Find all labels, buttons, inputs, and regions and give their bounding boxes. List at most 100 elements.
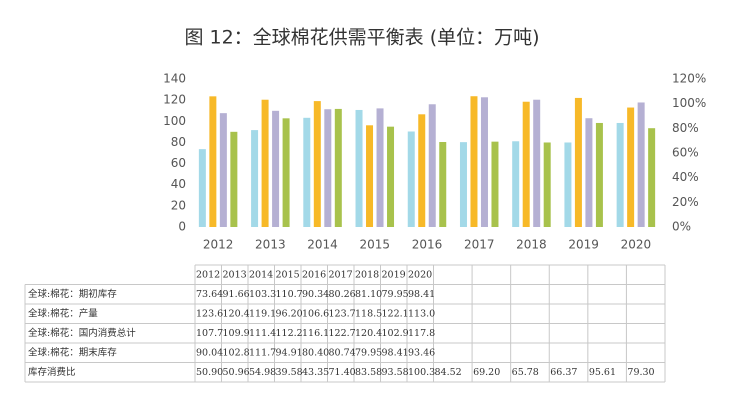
bar: [480, 97, 488, 227]
table-cell: 66.37: [550, 367, 577, 378]
bar: [209, 96, 217, 227]
table-cell: 90.04: [196, 347, 223, 358]
x-tick-label: 2012: [203, 238, 234, 252]
table-cell: 43.35: [302, 367, 329, 378]
bar: [439, 142, 447, 227]
table-cell: 109.9: [223, 328, 250, 339]
table-cell: 111.4: [249, 328, 276, 339]
x-tick-label: 2013: [255, 238, 286, 252]
y2-tick-label: 0%: [672, 220, 691, 234]
x-tick-label: 2016: [412, 238, 443, 252]
table-header: 2012: [196, 269, 220, 280]
x-tick-label: 2018: [516, 238, 547, 252]
table-cell: 80.26: [329, 289, 356, 300]
table-header: 2014: [249, 269, 273, 280]
table-cell: 79.30: [627, 367, 654, 378]
bar: [627, 107, 635, 227]
bar: [459, 142, 467, 227]
table-cell: 122.7: [329, 328, 356, 339]
table-cell: 93.46: [408, 347, 435, 358]
y-tick-label: 120: [163, 93, 186, 107]
y-tick-label: 140: [163, 72, 186, 86]
bar: [407, 131, 415, 227]
table-cell: 65.78: [512, 367, 539, 378]
x-tick-label: 2014: [307, 238, 338, 252]
bar: [376, 108, 384, 227]
bar: [522, 101, 530, 227]
table-cell: 79.95: [382, 289, 409, 300]
table-cell: 98.41: [408, 289, 435, 300]
table-cell: 120.4: [223, 308, 250, 319]
table-cell: 69.20: [473, 367, 500, 378]
table-cell: 118.5: [355, 308, 382, 319]
bar: [616, 122, 624, 227]
table-header: 2018: [355, 269, 379, 280]
table-cell: 111.7: [249, 347, 276, 358]
bar: [418, 114, 426, 227]
y-tick-label: 100: [163, 114, 186, 128]
table-cell: 73.64: [196, 289, 223, 300]
bar: [648, 128, 656, 227]
table-cell: 94.91: [276, 347, 303, 358]
table-cell: 102.9: [382, 328, 409, 339]
table-cell: 95.61: [589, 367, 616, 378]
table-cell: 112.2: [276, 328, 303, 339]
table-cell: 83.58: [355, 367, 382, 378]
row-label: 全球:棉花：产量: [28, 307, 98, 319]
table-cell: 100.3: [408, 367, 435, 378]
table-cell: 96.20: [276, 308, 303, 319]
table-cell: 81.10: [355, 289, 382, 300]
bar: [230, 131, 238, 227]
bar: [574, 97, 582, 228]
bar: [303, 117, 311, 227]
x-tick-label: 2015: [360, 238, 391, 252]
table-cell: 123.6: [196, 308, 223, 319]
table-cell: 113.0: [408, 308, 435, 319]
bar: [595, 122, 603, 227]
y2-tick-label: 100%: [672, 96, 706, 110]
table-cell: 107.7: [196, 328, 223, 339]
table-cell: 90.34: [302, 289, 329, 300]
chart-title: 图 12：全球棉花供需平衡表 (单位：万吨): [184, 27, 539, 49]
table-header: 2016: [302, 269, 326, 280]
y2-tick-label: 120%: [672, 72, 706, 86]
bar: [428, 104, 436, 227]
table-cell: 80.74: [329, 347, 356, 358]
bar: [251, 130, 259, 227]
bar: [324, 109, 332, 227]
x-tick-label: 2019: [568, 238, 599, 252]
table-cell: 106.6: [302, 308, 329, 319]
table-cell: 117.8: [408, 328, 435, 339]
table-cell: 80.40: [302, 347, 329, 358]
table-cell: 91.66: [223, 289, 250, 300]
table-cell: 110.7: [276, 289, 303, 300]
x-tick-label: 2017: [464, 238, 495, 252]
row-label: 库存消费比: [28, 366, 76, 378]
row-label: 全球:棉花：期初库存: [28, 288, 117, 300]
y-tick-label: 40: [171, 177, 186, 191]
table-cell: 84.52: [435, 367, 462, 378]
bar: [637, 102, 645, 227]
bar: [313, 101, 321, 227]
bar: [387, 126, 395, 227]
table-cell: 120.4: [355, 328, 382, 339]
table-cell: 98.41: [382, 347, 409, 358]
y2-tick-label: 40%: [672, 170, 699, 184]
x-tick-label: 2020: [621, 238, 652, 252]
row-label: 全球:棉花：期末库存: [28, 346, 117, 358]
bar: [491, 141, 499, 227]
table-cell: 71.40: [329, 367, 356, 378]
bar: [282, 118, 290, 227]
bar: [564, 142, 572, 227]
table-cell: 103.3: [249, 289, 276, 300]
table-cell: 102.8: [223, 347, 250, 358]
y-tick-label: 20: [171, 198, 186, 212]
bar: [512, 141, 520, 227]
table-cell: 116.1: [302, 328, 329, 339]
y-tick-label: 0: [178, 220, 186, 234]
y2-tick-label: 80%: [672, 121, 699, 135]
bar: [198, 149, 206, 227]
table-cell: 50.90: [196, 367, 223, 378]
bar: [272, 110, 280, 227]
table-header: 2015: [276, 269, 300, 280]
